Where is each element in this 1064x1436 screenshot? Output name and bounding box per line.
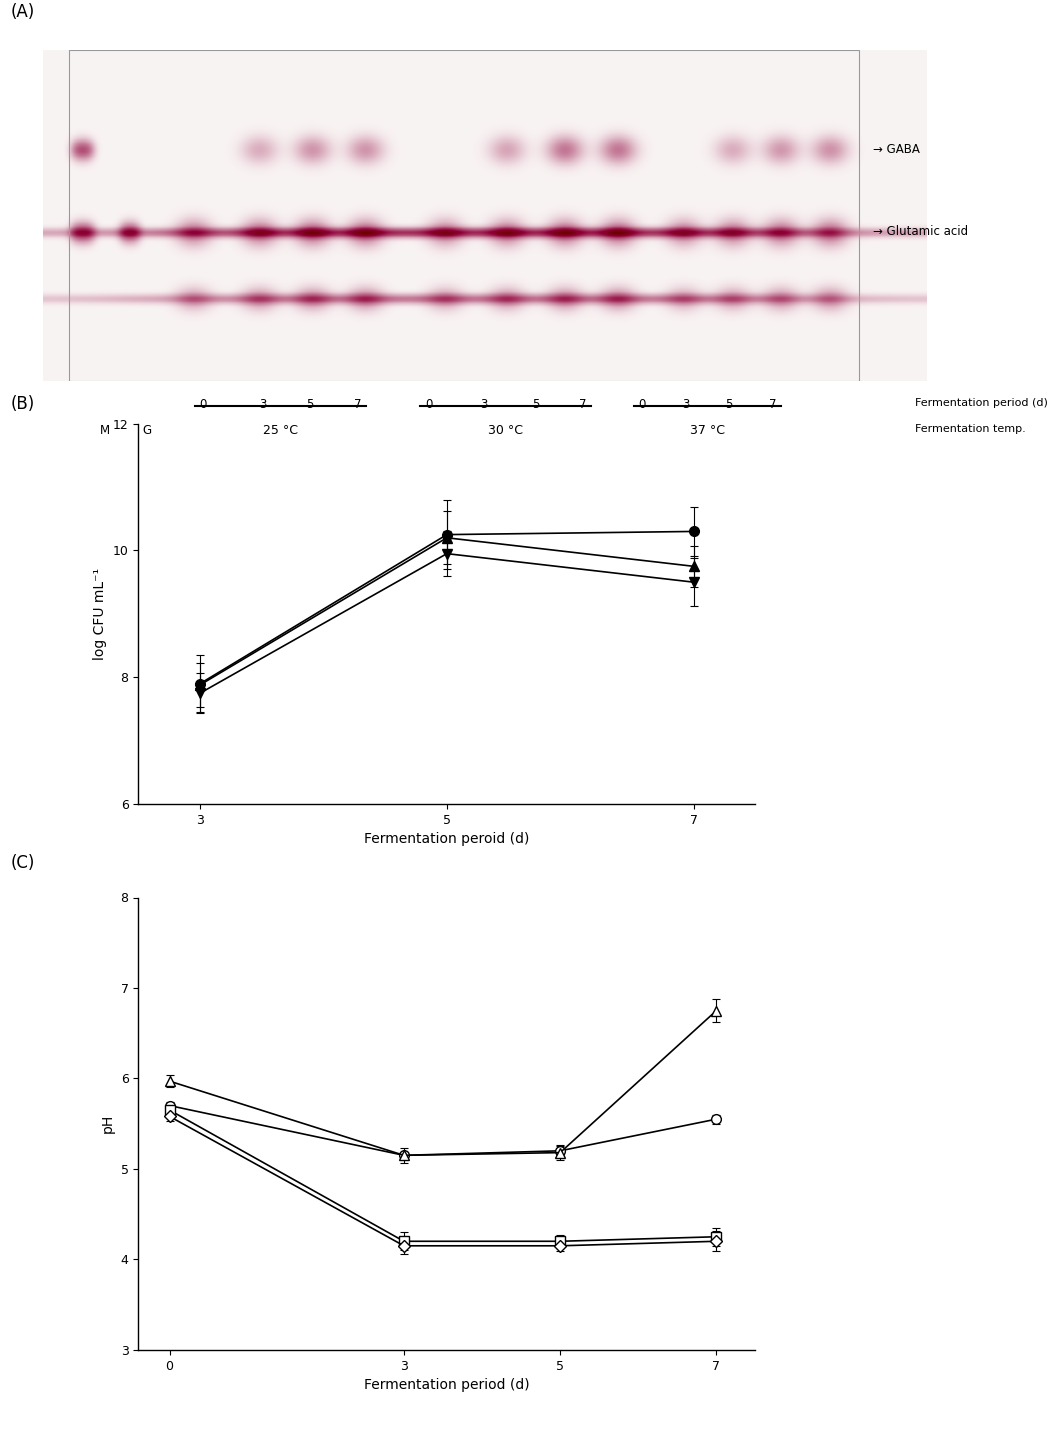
Text: 30 °C: 30 °C — [488, 424, 523, 437]
Text: 5: 5 — [306, 398, 314, 411]
Bar — [69, 50, 860, 381]
Text: → Glutamic acid: → Glutamic acid — [872, 225, 968, 238]
Text: 3: 3 — [259, 398, 266, 411]
Text: 3: 3 — [480, 398, 487, 411]
Text: 3: 3 — [682, 398, 689, 411]
Y-axis label: log CFU mL⁻¹: log CFU mL⁻¹ — [94, 567, 107, 661]
Text: Fermentation temp.: Fermentation temp. — [915, 424, 1026, 434]
Text: (C): (C) — [11, 854, 35, 873]
Text: → GABA: → GABA — [872, 142, 919, 157]
Text: 37 °C: 37 °C — [689, 424, 725, 437]
Text: G: G — [142, 424, 151, 437]
Text: 0: 0 — [425, 398, 432, 411]
X-axis label: Fermentation peroid (d): Fermentation peroid (d) — [364, 833, 530, 846]
Text: 7: 7 — [579, 398, 586, 411]
Text: 5: 5 — [532, 398, 539, 411]
X-axis label: Fermentation period (d): Fermentation period (d) — [364, 1379, 530, 1391]
Text: 0: 0 — [200, 398, 207, 411]
Y-axis label: pH: pH — [101, 1114, 115, 1133]
Text: 7: 7 — [769, 398, 777, 411]
Text: 0: 0 — [638, 398, 646, 411]
Text: 7: 7 — [354, 398, 362, 411]
Text: 25 °C: 25 °C — [263, 424, 298, 437]
Text: Fermentation period (d): Fermentation period (d) — [915, 398, 1048, 408]
Text: (A): (A) — [11, 3, 35, 22]
Text: M: M — [100, 424, 110, 437]
Text: 5: 5 — [726, 398, 733, 411]
Text: (B): (B) — [11, 395, 35, 414]
